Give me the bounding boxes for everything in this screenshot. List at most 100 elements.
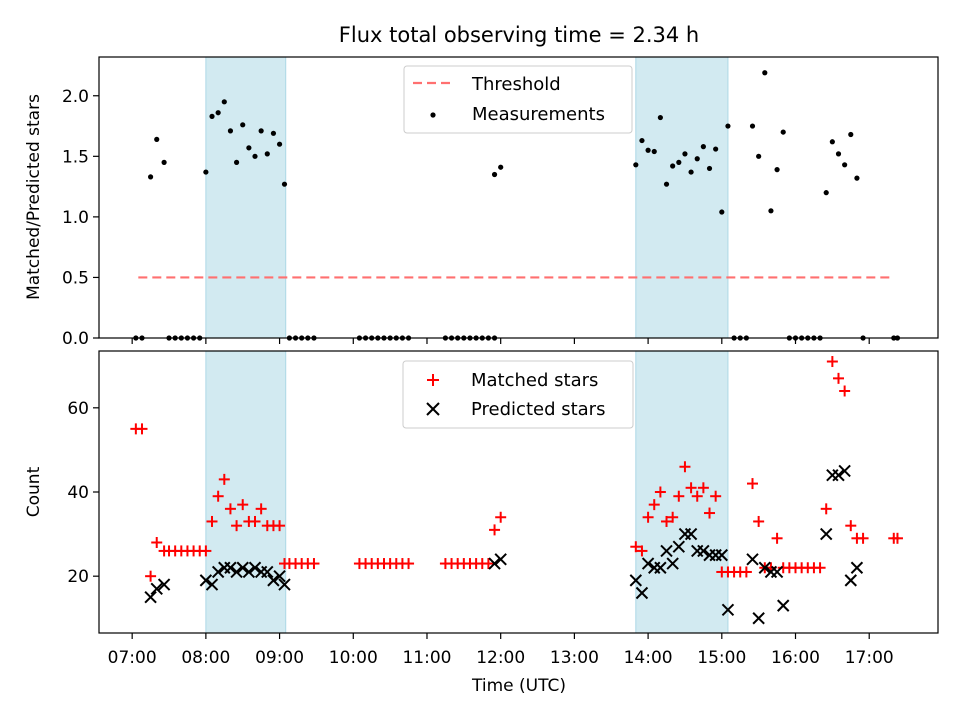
predicted-star-point-26 (672, 540, 686, 553)
matched-star-point-72 (771, 532, 783, 544)
measurement-point-21 (264, 151, 270, 157)
predicted-star-point-43 (832, 468, 845, 482)
predicted-star-point-14 (267, 574, 280, 587)
matched-star-point-46 (482, 558, 494, 570)
measurement-point-51 (639, 137, 645, 144)
measurement-point-82 (829, 139, 835, 145)
chart-title: Flux total observing time = 2.34 h (339, 23, 699, 47)
measurement-point-69 (749, 123, 756, 129)
top-shaded-intervals (205, 56, 729, 339)
predicted-star-point-11 (248, 561, 262, 574)
predicted-star-point-3 (199, 574, 213, 587)
matched-star-point-88 (891, 532, 903, 544)
measurement-point-72 (768, 208, 774, 214)
predicted-star-point-39 (770, 565, 784, 579)
predicted-star-point-2 (157, 578, 171, 591)
matched-star-point-58 (685, 482, 697, 494)
top-shaded-interval-1 (635, 56, 729, 339)
legend-predicted-label: Predicted stars (471, 399, 605, 420)
matched-stars-points (130, 356, 903, 582)
measurement-point-49 (498, 164, 504, 170)
measurement-point-48 (491, 171, 498, 178)
measurement-point-22 (270, 130, 277, 136)
legend-matched-label: Matched stars (471, 370, 598, 391)
bottom-legend-box (402, 360, 634, 429)
x-tick-label-5: 12:00 (476, 648, 525, 668)
matched-star-point-19 (249, 515, 261, 527)
measurement-point-86 (854, 175, 860, 181)
matched-star-point-84 (845, 520, 857, 532)
measurement-point-83 (835, 151, 842, 157)
measurement-point-11 (203, 169, 209, 175)
measurement-point-14 (221, 99, 227, 105)
predicted-stars-points (144, 464, 864, 625)
legend-measurements-swatch (430, 112, 436, 118)
bottom-shaded-interval-1 (635, 350, 729, 634)
predicted-star-point-5 (211, 565, 225, 579)
bottom-x-axis: 07:00 08:00 09:00 10:00 11:00 12:00 13:00 14:00… (108, 633, 894, 668)
matched-star-point-51 (642, 511, 654, 523)
measurement-point-81 (823, 190, 829, 196)
legend-predicted-swatch (426, 402, 440, 416)
predicted-star-point-7 (224, 561, 237, 574)
x-tick-label-2: 09:00 (255, 648, 304, 668)
x-tick-label-7: 14:00 (624, 648, 673, 668)
measurement-point-50 (633, 162, 639, 168)
predicted-star-point-30 (697, 544, 710, 558)
measurement-point-71 (762, 70, 768, 76)
predicted-star-point-13 (261, 565, 274, 579)
matched-star-point-68 (747, 478, 759, 490)
top-shaded-interval-0 (205, 56, 287, 339)
matched-star-point-69 (753, 515, 765, 527)
measurement-point-18 (246, 145, 252, 151)
measurement-point-55 (663, 181, 670, 187)
predicted-star-point-41 (820, 527, 833, 541)
matched-star-point-11 (200, 545, 212, 557)
matched-star-point-59 (691, 490, 703, 502)
top-panel: 0.00.51.01.52.0 Matched/Predicted stars … (24, 56, 939, 349)
predicted-star-point-1 (150, 582, 163, 596)
matched-star-point-1 (136, 423, 148, 435)
measurement-point-52 (645, 147, 651, 153)
matched-star-point-16 (231, 520, 243, 532)
top-y-axis-label: Matched/Predicted stars (24, 94, 44, 300)
matched-star-point-79 (814, 562, 826, 574)
measurement-point-19 (252, 153, 258, 159)
bottom-y-tick-label-2: 60 (67, 399, 89, 419)
predicted-star-point-20 (635, 586, 649, 600)
bottom-shaded-intervals (205, 350, 729, 634)
matched-star-point-52 (648, 499, 660, 511)
matched-star-point-62 (710, 490, 722, 502)
matched-star-point-49 (630, 541, 642, 553)
top-legend: Threshold Measurements (403, 65, 633, 134)
bottom-y-tick-label-1: 40 (67, 483, 89, 503)
predicted-star-point-21 (641, 557, 655, 570)
matched-star-point-15 (224, 503, 236, 515)
predicted-star-point-34 (721, 603, 735, 617)
measurement-point-54 (657, 114, 663, 121)
predicted-star-point-33 (715, 548, 729, 562)
measurement-point-58 (682, 151, 688, 157)
predicted-star-point-36 (752, 612, 765, 625)
measurement-point-53 (651, 148, 657, 155)
bottom-y-axis: 20 40 60 (67, 399, 99, 587)
x-tick-label-9: 16:00 (771, 648, 820, 668)
measurement-point-23 (276, 141, 283, 147)
top-plot-frame (98, 56, 939, 339)
measurement-point-74 (780, 129, 786, 135)
matched-star-point-12 (206, 515, 218, 527)
x-tick-label-0: 07:00 (108, 648, 157, 668)
x-tick-label-3: 10:00 (329, 648, 378, 668)
measurement-point-3 (154, 136, 160, 142)
predicted-star-point-37 (758, 561, 772, 574)
top-y-axis: 0.0 0.5 1.0 1.5 2.0 (62, 87, 99, 349)
matched-star-point-2 (145, 570, 157, 582)
bottom-shaded-interval-0 (205, 350, 287, 634)
legend-threshold-label: Threshold (471, 74, 561, 95)
measurement-point-85 (848, 131, 854, 138)
matched-star-point-13 (212, 490, 224, 502)
predicted-star-point-45 (844, 574, 857, 587)
matched-star-point-57 (679, 461, 691, 473)
legend-matched-swatch (427, 374, 439, 386)
